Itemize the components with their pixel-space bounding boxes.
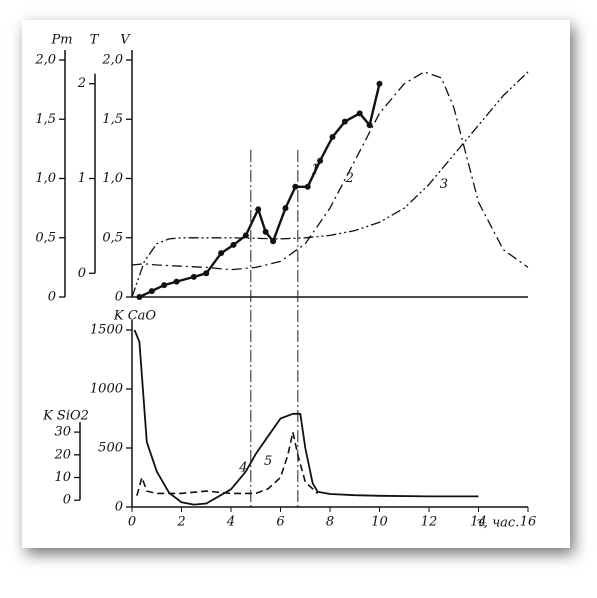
x-tick-label: 16 (520, 515, 537, 530)
data-point (376, 80, 383, 87)
data-point (218, 250, 225, 257)
data-point (173, 278, 180, 285)
y-tick-label: 1000 (90, 382, 123, 397)
series-label: 1 (311, 163, 319, 178)
axis-title: K SiO2 (42, 409, 89, 424)
data-point (230, 241, 237, 248)
data-point (203, 270, 210, 277)
frame (22, 20, 570, 548)
y-tick-label: 500 (98, 441, 123, 456)
y-tick-label: 20 (53, 447, 71, 462)
y-tick-label: 2,0 (101, 53, 123, 68)
x-tick-label: 10 (371, 515, 388, 530)
data-point (329, 134, 336, 141)
x-tick-label: 14 (470, 515, 487, 530)
x-tick-label: 8 (326, 515, 334, 530)
y-tick-label: 2 (77, 76, 86, 91)
y-tick-label: 1,0 (35, 171, 56, 186)
data-point (161, 282, 168, 289)
x-tick-label: 12 (421, 515, 438, 530)
y-tick-label: 1,5 (35, 112, 56, 127)
data-point (292, 183, 299, 190)
x-tick-label: 4 (226, 515, 235, 530)
data-line (138, 83, 381, 299)
data-point (136, 294, 143, 300)
data-point (190, 273, 197, 280)
y-tick-label: 1500 (90, 323, 123, 338)
data-point (148, 288, 155, 295)
data-line (133, 329, 479, 506)
axis-title: Pm (50, 33, 72, 48)
x-axis-label: τ, час. (477, 516, 520, 531)
axis-title: V (120, 33, 131, 48)
y-tick-label: 0,5 (35, 230, 56, 245)
data-point (270, 238, 277, 245)
y-tick-label: 1 (78, 171, 86, 186)
axis-title: T (90, 33, 100, 48)
y-tick-label: 0 (115, 290, 123, 305)
series-label: 3 (440, 177, 448, 192)
data-point (255, 206, 262, 213)
y-tick-label: 0 (48, 290, 56, 305)
data-point (262, 228, 269, 235)
y-tick-label: 0 (78, 266, 86, 281)
x-tick-label: 2 (176, 515, 185, 530)
data-point (317, 157, 324, 164)
data-point (282, 205, 289, 212)
y-tick-label: 1,0 (102, 171, 123, 186)
y-tick-label: 0 (115, 500, 123, 515)
y-tick-label: 0 (63, 493, 71, 508)
y-tick-label: 30 (54, 425, 71, 440)
data-point (242, 232, 249, 239)
data-point (341, 118, 348, 125)
data-line (131, 71, 529, 298)
series-label: 5 (264, 454, 272, 469)
y-tick-label: 0,5 (102, 230, 123, 245)
data-point (356, 110, 363, 117)
y-tick-label: 10 (54, 470, 71, 485)
data-line (131, 71, 529, 271)
axis-title: K CaO (113, 309, 157, 324)
y-tick-label: 2,0 (34, 53, 56, 68)
y-tick-label: 1,5 (102, 112, 123, 127)
x-tick-label: 0 (128, 515, 136, 530)
x-tick-label: 6 (276, 515, 284, 530)
data-point (366, 122, 373, 129)
series-label: 2 (345, 171, 354, 186)
data-point (304, 183, 311, 190)
series-label: 4 (238, 461, 247, 476)
data-line (136, 431, 319, 496)
